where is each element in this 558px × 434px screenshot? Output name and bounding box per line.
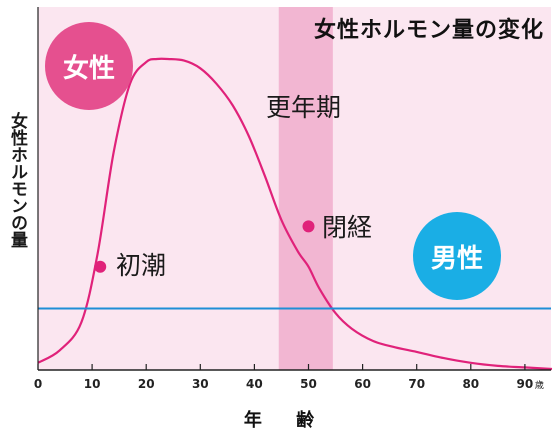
x-tick-label: 90 [517,377,534,391]
x-unit-label: 歳 [535,379,544,391]
annotation-label-menopause: 閉経 [322,213,373,242]
x-tick-label: 0 [34,377,42,391]
band-label: 更年期 [266,93,342,122]
chart-title: 女性ホルモン量の変化 [313,18,544,43]
series-line-female [37,57,553,371]
annotation-points [94,220,315,273]
female-badge: 女性 [45,22,133,110]
x-tick-label: 20 [138,377,155,391]
x-tick-label: 60 [354,377,371,391]
x-axis-title: 年 齢 [243,410,329,431]
x-tick-label: 40 [246,377,263,391]
x-tick-group: 0 10 20 30 40 50 60 70 80 90 歳 [34,364,544,391]
x-tick-label: 80 [462,377,479,391]
menopause-band [278,7,333,370]
male-badge: 男性 [413,212,501,300]
annotation-point [94,260,107,273]
x-tick-label: 50 [300,377,317,391]
annotation-label-menarche: 初潮 [116,251,167,280]
x-tick-label: 30 [192,377,209,391]
x-tick-label: 10 [84,377,101,391]
annotation-point [302,220,315,233]
y-axis-title: 女性ホルモンの量 [7,112,27,248]
x-tick-label: 70 [408,377,425,391]
